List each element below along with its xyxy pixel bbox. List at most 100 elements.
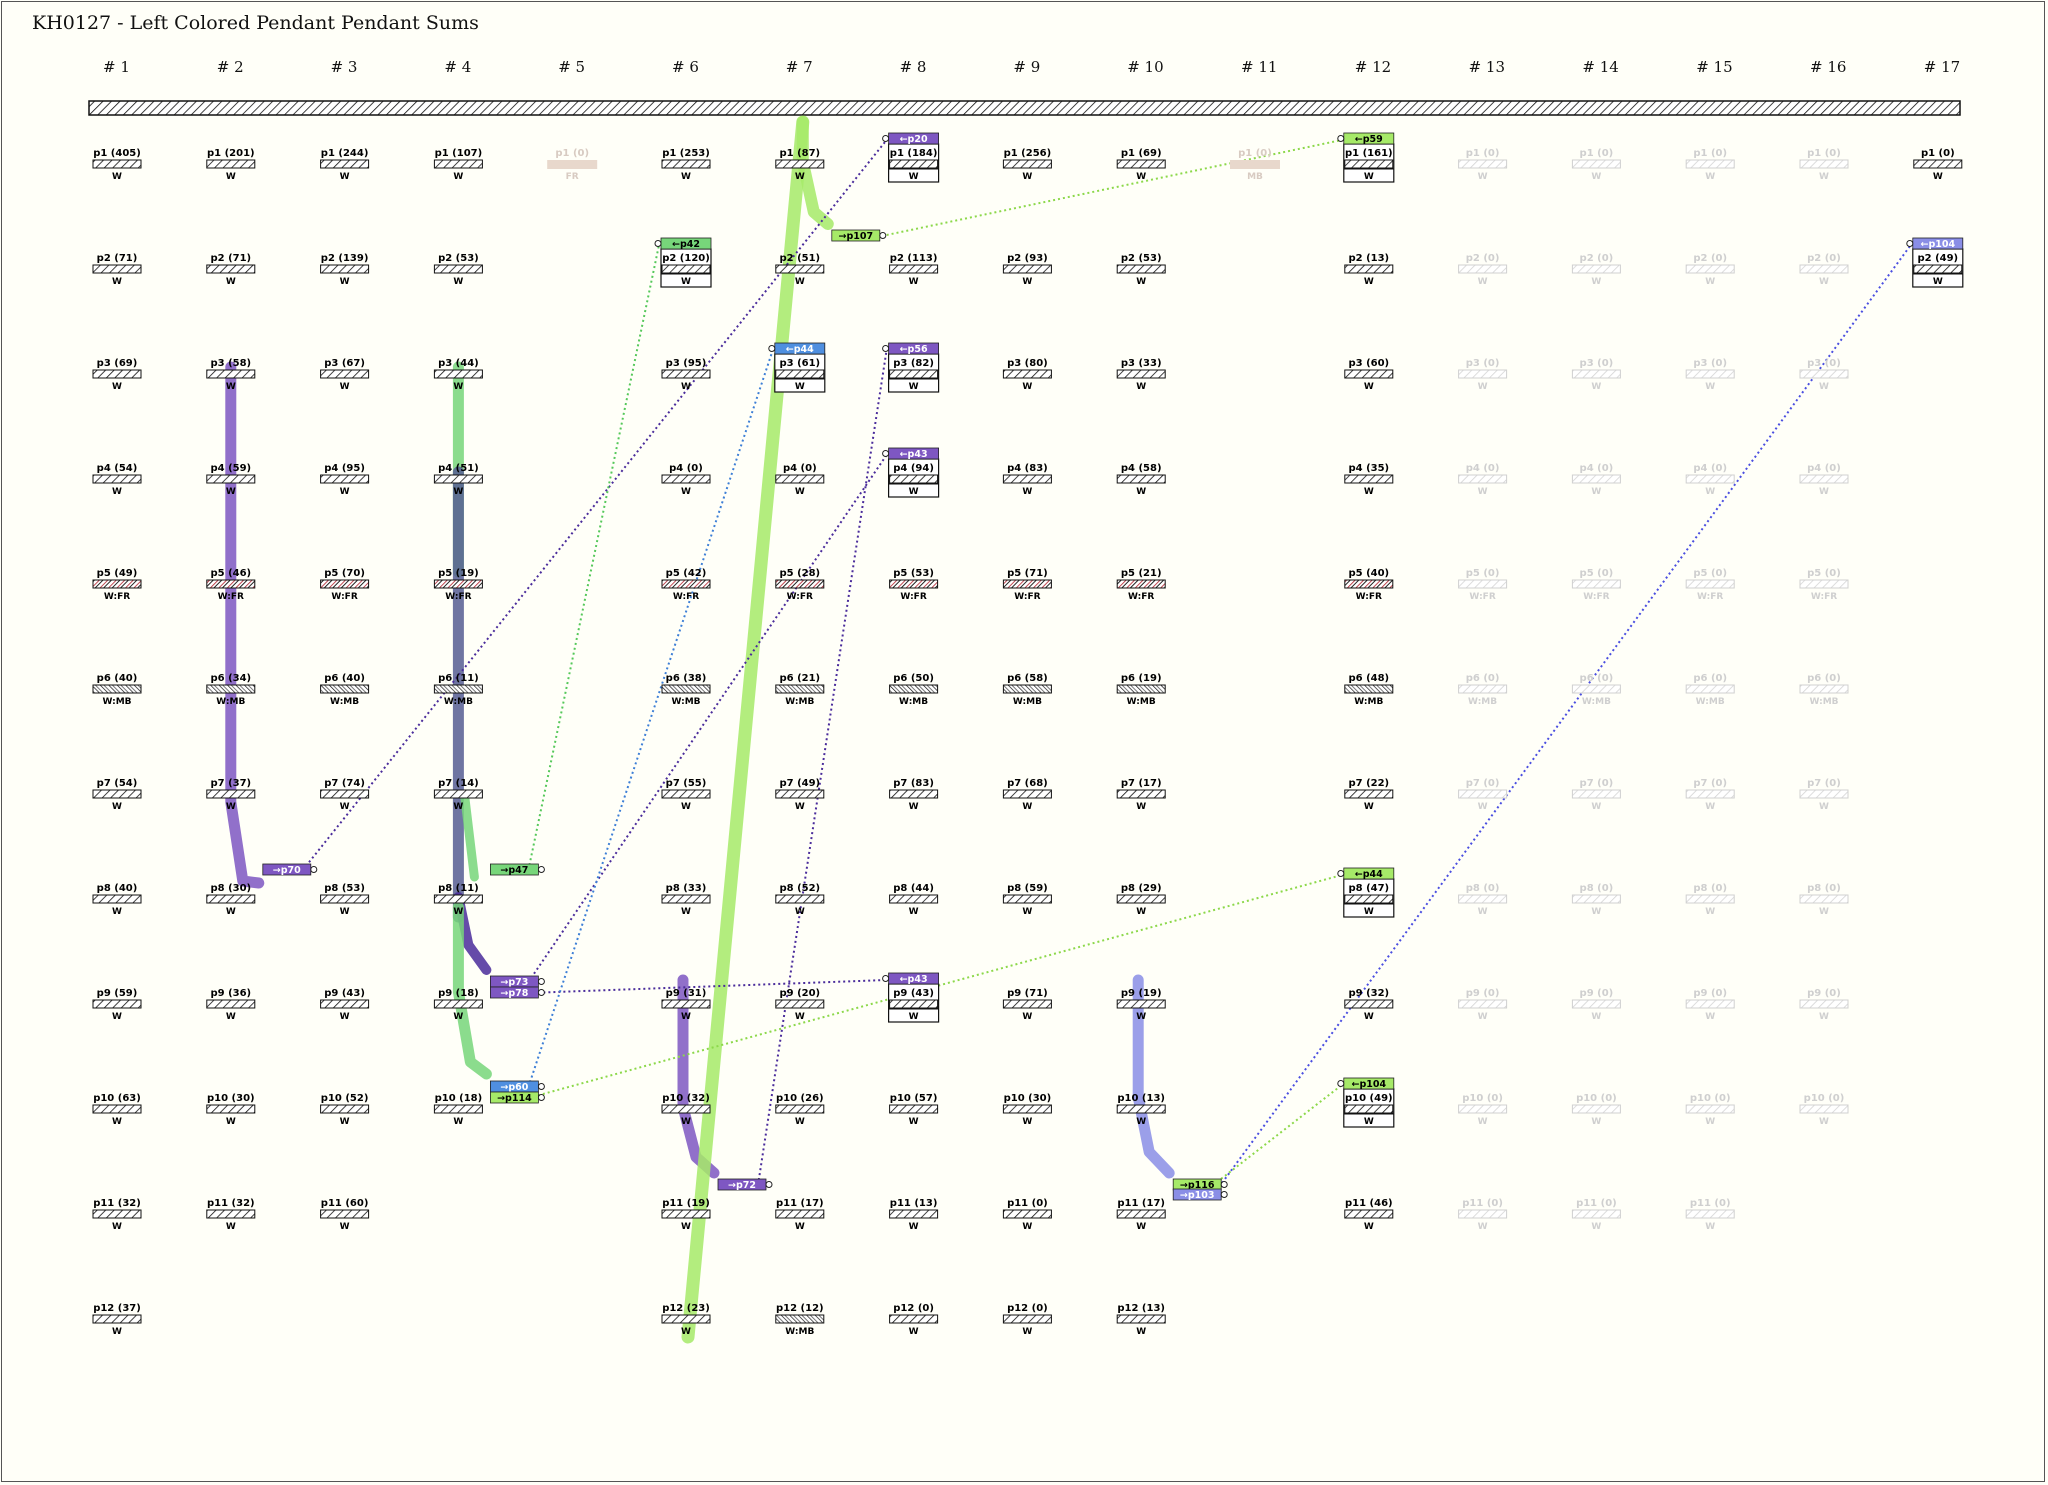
- pendant-color-code: W: [681, 1012, 691, 1022]
- pendant-color-code: W: [226, 382, 236, 392]
- pendant-label: p12 (37): [93, 1303, 141, 1314]
- pendant: p3 (69) W: [92, 358, 142, 392]
- pendant-label: p1 (0): [1921, 148, 1955, 159]
- pendant-label: p3 (61): [779, 358, 820, 369]
- pendant-color-code: W: [340, 277, 350, 287]
- pendant-color-code: W: [112, 1222, 122, 1232]
- pendant-cord: [1685, 999, 1735, 1009]
- pendant-label: p4 (83): [1007, 463, 1048, 474]
- pendant-label: p9 (0): [1580, 988, 1614, 999]
- pendant-color-code: W:FR: [1583, 592, 1609, 602]
- pendant-label: p3 (0): [1466, 358, 1500, 369]
- pendant-color-code: W: [1591, 1117, 1601, 1127]
- pendant-cord: [320, 1104, 370, 1114]
- pendant-cord: [775, 474, 825, 484]
- sum-tag: ←p43: [882, 447, 939, 460]
- pendant: p6 (58) W:MB: [1002, 673, 1052, 707]
- pendant: p6 (0) W:MB: [1458, 673, 1508, 707]
- pendant-cord: [1002, 159, 1052, 169]
- pendant-cord: [1002, 1209, 1052, 1219]
- pendant-cord: [320, 159, 370, 169]
- pendant-cord: [433, 474, 483, 484]
- pendant-label: p7 (49): [779, 778, 820, 789]
- pendant-label: p9 (0): [1466, 988, 1500, 999]
- pendant-color-code: W: [909, 1012, 919, 1022]
- pendant-color-code: W: [1022, 1327, 1032, 1337]
- sum-tag-label: →p107: [839, 231, 874, 242]
- pendant: p2 (0) W: [1571, 253, 1621, 287]
- pendant-cord: [889, 579, 939, 589]
- pendant-color-code: W: [1022, 277, 1032, 287]
- pendant-cord: [1571, 894, 1621, 904]
- pendant-color-code: W: [1819, 802, 1829, 812]
- pendant-cord: [661, 1104, 711, 1114]
- pendant: p4 (58) W: [1116, 463, 1166, 497]
- pendant-label: p6 (50): [893, 673, 934, 684]
- pendant-cord: [889, 1314, 939, 1324]
- pendant-cord: [889, 894, 939, 904]
- pendant: p7 (37) W: [206, 778, 256, 812]
- pendant: p6 (34) W:MB: [206, 673, 256, 707]
- pendant-color-code: W: [340, 172, 350, 182]
- sum-tag-anchor: [654, 240, 662, 247]
- pendant-cord: [1116, 1104, 1166, 1114]
- pendant-color-code: W: [1591, 802, 1601, 812]
- pendant: p12 (12) W:MB: [775, 1303, 825, 1337]
- link-p103-p104: [1212, 244, 1912, 1196]
- pendant: p2 (71) W: [206, 253, 256, 287]
- pendant-label: p5 (71): [1007, 568, 1048, 579]
- pendant: p2 (0) W: [1799, 253, 1849, 287]
- pendant-color-code: W: [1136, 172, 1146, 182]
- pendant-cord: [661, 1314, 711, 1324]
- pendant: p3 (82) W: [887, 353, 940, 393]
- pendant-color-code: W:FR: [1014, 592, 1040, 602]
- pendant-label: p5 (0): [1807, 568, 1841, 579]
- pendant: p11 (46) W: [1344, 1198, 1394, 1232]
- pendant-cord: [775, 159, 825, 169]
- sum-tag: →p72: [717, 1178, 773, 1191]
- pendant-color-code: W: [1022, 172, 1032, 182]
- pendant-cord: [1458, 894, 1508, 904]
- sum-tag: →p73: [489, 975, 545, 988]
- pendant-cord: [775, 1104, 825, 1114]
- pendant-cord: [1571, 579, 1621, 589]
- pendant: p9 (0) W: [1458, 988, 1508, 1022]
- pendant: p1 (253) W: [661, 148, 711, 182]
- column-header-6: # 6: [672, 58, 699, 76]
- pendant-label: p12 (23): [662, 1303, 710, 1314]
- pendant: p1 (244) W: [320, 148, 370, 182]
- pendant-cord: [1002, 789, 1052, 799]
- pendant: p4 (35) W: [1344, 463, 1394, 497]
- pendant-cord: [889, 369, 939, 379]
- pendant-cord: [1116, 789, 1166, 799]
- pendant-cord: [1799, 159, 1849, 169]
- pendant-color-code: W: [909, 1327, 919, 1337]
- pendant-color-code: W: [340, 487, 350, 497]
- sum-tag: ←p20: [882, 132, 939, 145]
- pendant-label: p8 (0): [1807, 883, 1841, 894]
- pendant-cord: [1685, 1104, 1735, 1114]
- link-p60-p44: [527, 349, 774, 1088]
- pendant-label: p10 (57): [890, 1093, 938, 1104]
- pendant-color-code: W:MB: [330, 697, 359, 707]
- pendant-cord: [661, 684, 711, 694]
- pendant-color-code: W: [681, 487, 691, 497]
- column-header-7: # 7: [786, 58, 813, 76]
- pendant-color-code: W: [795, 382, 805, 392]
- pendant-color-code: W: [112, 1012, 122, 1022]
- pendant-label: p1 (201): [207, 148, 255, 159]
- pendant-color-code: W:MB: [785, 1327, 814, 1337]
- pendant: p1 (0) W: [1685, 148, 1735, 182]
- pendant-label: p11 (19): [662, 1198, 710, 1209]
- pendant-label: p8 (40): [97, 883, 138, 894]
- pendant-label: p1 (0): [1238, 148, 1272, 159]
- pendant-cord: [320, 369, 370, 379]
- pendant-color-code: W: [453, 1012, 463, 1022]
- pendant: p7 (49) W: [775, 778, 825, 812]
- column-header-2: # 2: [217, 58, 244, 76]
- sum-tag-label: ←p43: [900, 974, 928, 985]
- pendant-label: p9 (36): [210, 988, 251, 999]
- pendant: p8 (47) W: [1343, 878, 1395, 918]
- pendant-label: p1 (253): [662, 148, 710, 159]
- pendant-color-code: W: [1364, 1117, 1374, 1127]
